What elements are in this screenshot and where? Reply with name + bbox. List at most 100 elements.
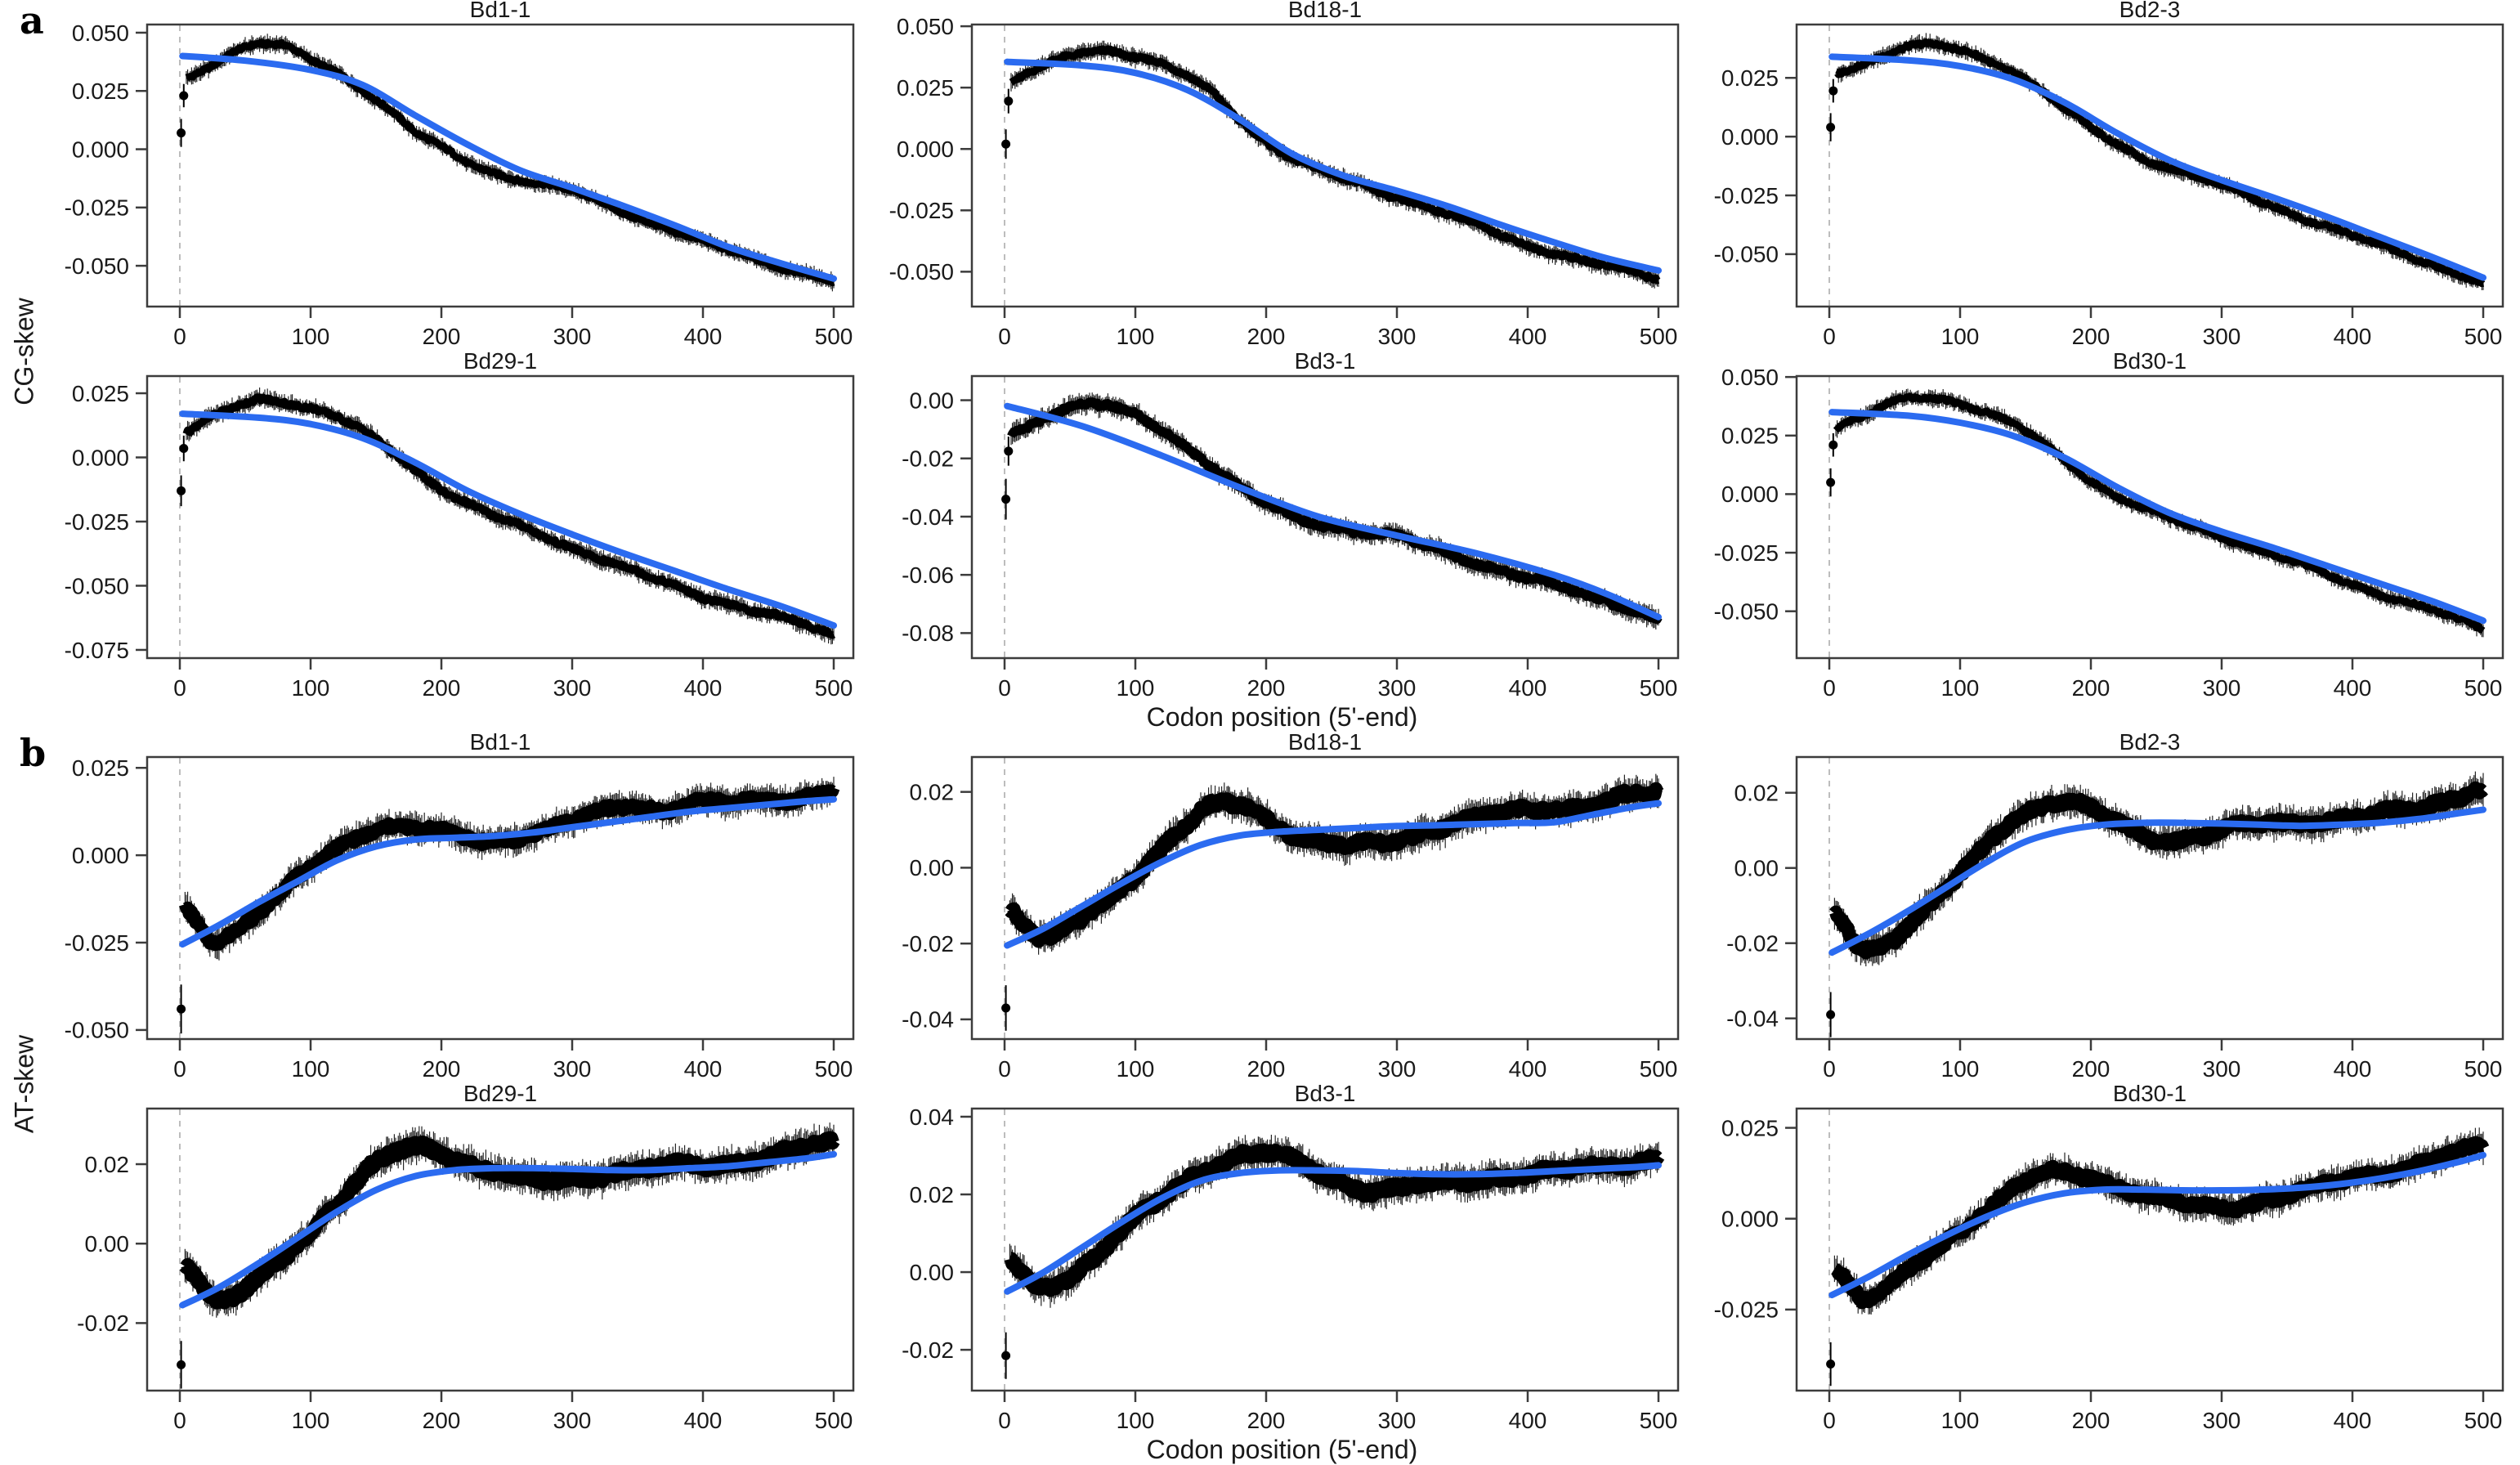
x-tick-label: 300 xyxy=(553,675,592,701)
subplot-cgskew-bd3-1: 0.00 -0.02 -0.04 -0.06 -0.08 0 100 200 300 400 500… xyxy=(902,352,1680,701)
plot-border xyxy=(145,374,855,660)
x-axis-label-a: Codon position (5'-end) xyxy=(1146,702,1418,732)
subplot-cgskew-bd2-3: 0.025 0.000 -0.025 -0.050 0 100 200 300 400 500 Bd… xyxy=(1714,0,2504,349)
x-tick-label: 300 xyxy=(2203,1408,2241,1433)
y-tick-label: -0.02 xyxy=(902,446,954,472)
subplot-cgskew-bd29-1: 0.025 0.000 -0.025 -0.050 -0.075 0 100 200 300 40… xyxy=(65,352,855,701)
plot-border xyxy=(1795,374,2504,660)
y-tick-label: -0.050 xyxy=(1714,598,1779,624)
y-tick-label: 0.025 xyxy=(1721,65,1779,91)
y-tick-label: 0.025 xyxy=(72,78,129,104)
y-tick-label: -0.025 xyxy=(1714,1297,1779,1323)
start-point xyxy=(1001,1003,1011,1013)
x-tick-label: 500 xyxy=(2464,675,2503,701)
y-tick-label: -0.08 xyxy=(902,620,954,646)
smooth-line xyxy=(1004,1162,1662,1295)
subplot-title: Bd18-1 xyxy=(1288,732,1362,755)
x-tick-label: 0 xyxy=(173,324,186,349)
x-tick-label: 200 xyxy=(423,1408,461,1433)
smooth-line xyxy=(1828,1151,2486,1299)
subplot-title: Bd1-1 xyxy=(470,0,531,22)
subplot-atskew-bd1-1: 0.025 0.000 -0.025 -0.050 0 100 200 300 400 500 Bd… xyxy=(65,732,855,1082)
subplot-title: Bd3-1 xyxy=(1295,1084,1356,1106)
x-tick-label: 300 xyxy=(553,1408,592,1433)
y-tick-label: -0.04 xyxy=(902,504,954,530)
y-tick-label: -0.050 xyxy=(889,259,954,284)
start-point xyxy=(179,91,189,101)
x-tick-label: 500 xyxy=(815,675,853,701)
subplot-title: Bd2-3 xyxy=(2119,0,2181,22)
x-tick-label: 0 xyxy=(1823,1056,1836,1082)
y-tick-label: -0.050 xyxy=(65,1018,129,1043)
smooth-line xyxy=(1004,800,1662,949)
x-tick-label: 400 xyxy=(684,1056,723,1082)
y-tick-label: 0.02 xyxy=(910,1182,955,1207)
x-axis-label-b: Codon position (5'-end) xyxy=(1146,1435,1418,1464)
plot-border xyxy=(970,755,1680,1041)
x-tick-label: 400 xyxy=(684,324,723,349)
start-point xyxy=(1826,1360,1836,1369)
smooth-line xyxy=(179,1150,837,1309)
x-tick-label: 200 xyxy=(423,324,461,349)
x-tick-label: 400 xyxy=(1509,675,1547,701)
panel-b: b AT-skew 0.025 0.000 -0.025 -0.050 0 100 200 3… xyxy=(0,732,2520,1464)
y-tick-label: -0.06 xyxy=(902,562,954,588)
y-tick-label: 0.025 xyxy=(72,381,129,406)
x-tick-label: 300 xyxy=(1378,1056,1417,1082)
x-tick-label: 300 xyxy=(2203,1056,2241,1082)
x-tick-label: 0 xyxy=(1823,675,1836,701)
smooth-line xyxy=(1828,806,2486,957)
x-tick-label: 300 xyxy=(2203,324,2241,349)
x-tick-label: 300 xyxy=(553,324,592,349)
y-tick-label: -0.050 xyxy=(1714,242,1779,267)
x-tick-label: 0 xyxy=(998,1056,1011,1082)
y-tick-label: 0.025 xyxy=(1721,423,1779,449)
start-point xyxy=(177,1004,186,1014)
y-tick-label: 0.02 xyxy=(85,1152,130,1177)
smooth-line xyxy=(1828,409,2486,625)
y-tick-label: -0.025 xyxy=(1714,183,1779,208)
subplot-title: Bd30-1 xyxy=(2113,352,2187,374)
point-band xyxy=(182,393,837,639)
subplot-title: Bd3-1 xyxy=(1295,352,1356,374)
x-tick-label: 200 xyxy=(2072,324,2110,349)
x-tick-label: 100 xyxy=(292,324,330,349)
x-tick-label: 200 xyxy=(423,675,461,701)
x-tick-label: 500 xyxy=(1640,675,1678,701)
start-point xyxy=(1004,96,1014,106)
panel-a: a CG-skew 0.050 0.025 0.000 -0.025 -0.050 0 10… xyxy=(0,0,2520,732)
y-tick-label: 0.00 xyxy=(910,855,955,880)
subplot-title: Bd29-1 xyxy=(463,352,537,374)
start-point xyxy=(177,486,186,495)
y-tick-label: 0.000 xyxy=(72,445,129,470)
point-band xyxy=(1007,397,1663,625)
panel-b-grid: 0.025 0.000 -0.025 -0.050 0 100 200 300 400 500 Bd… xyxy=(45,732,2519,1436)
x-tick-label: 100 xyxy=(1117,1056,1155,1082)
y-tick-label: -0.050 xyxy=(65,253,129,279)
x-tick-label: 400 xyxy=(1509,1408,1547,1433)
smooth-line xyxy=(1004,402,1662,620)
x-tick-label: 400 xyxy=(2334,1408,2372,1433)
smooth-line xyxy=(179,795,837,948)
x-tick-label: 500 xyxy=(815,324,853,349)
start-point xyxy=(1826,123,1836,132)
x-tick-label: 200 xyxy=(2072,675,2110,701)
y-tick-label: 0.00 xyxy=(85,1231,130,1257)
x-tick-label: 500 xyxy=(2464,1056,2503,1082)
x-tick-label: 300 xyxy=(1378,1408,1417,1433)
start-point xyxy=(1826,1010,1836,1019)
x-tick-label: 0 xyxy=(1823,1408,1836,1433)
x-tick-label: 400 xyxy=(2334,675,2372,701)
x-tick-label: 300 xyxy=(2203,675,2241,701)
x-tick-label: 0 xyxy=(998,324,1011,349)
x-tick-label: 300 xyxy=(553,1056,592,1082)
y-tick-label: 0.050 xyxy=(1721,365,1779,390)
x-tick-label: 100 xyxy=(1941,324,1980,349)
x-tick-label: 300 xyxy=(1378,324,1417,349)
y-tick-label: 0.000 xyxy=(1721,124,1779,150)
x-tick-label: 0 xyxy=(173,1056,186,1082)
subplot-title: Bd30-1 xyxy=(2113,1084,2187,1106)
y-tick-label: 0.050 xyxy=(897,14,954,39)
smooth-line xyxy=(179,52,837,282)
